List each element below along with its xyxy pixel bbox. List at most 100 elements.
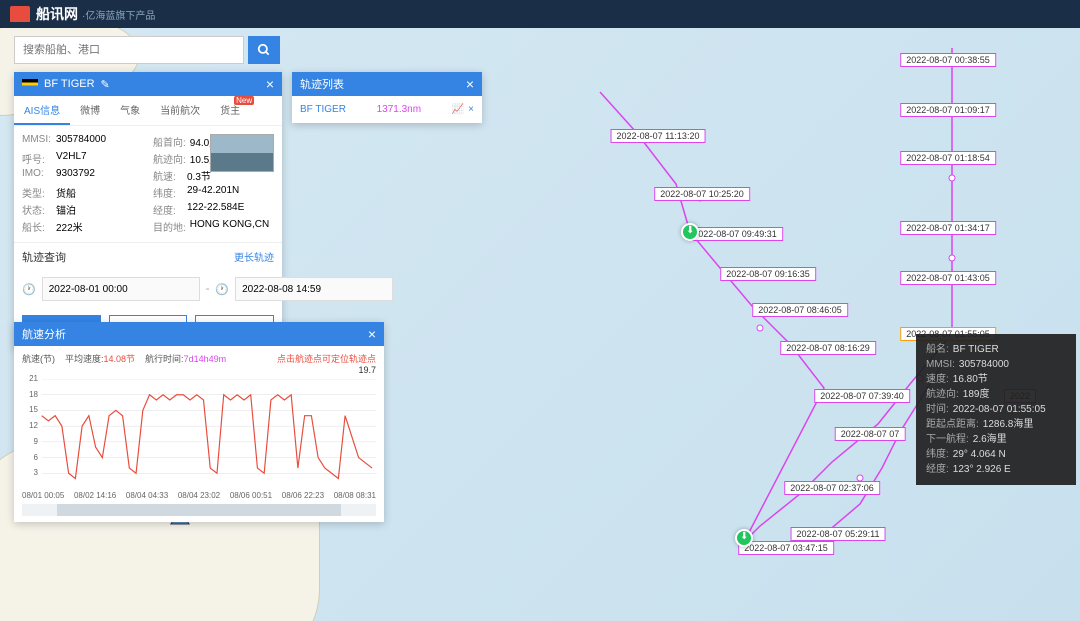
timestamp-label[interactable]: 2022-08-07 01:09:17 <box>900 103 996 117</box>
k: MMSI: <box>926 357 955 372</box>
timestamp-label[interactable]: 2022-08-07 00:38:55 <box>900 53 996 67</box>
edit-icon[interactable]: ✎ <box>101 78 110 91</box>
timestamp-label[interactable]: 2022-08-07 01:34:17 <box>900 221 996 235</box>
close-icon[interactable]: × <box>466 76 474 92</box>
ship-info-grid: MMSI:305784000 船首向:94.0度 呼号:V2HL7 航迹向:10… <box>14 126 282 242</box>
timestamp-label[interactable]: 2022-08-07 08:16:29 <box>780 341 876 355</box>
lbl: 船首向: <box>153 134 186 149</box>
val: 0.3节 <box>187 168 211 183</box>
close-icon[interactable]: × <box>266 76 274 92</box>
lbl: 航迹向: <box>153 151 186 166</box>
topbar: 船讯网 ·亿海蓝旗下产品 <box>0 0 1080 28</box>
tracklist-row[interactable]: BF TIGER 1371.3nm 📈 × <box>300 104 474 115</box>
tracklist-panel: 轨迹列表 × BF TIGER 1371.3nm 📈 × <box>292 72 482 123</box>
speed-chart[interactable]: 21181512963 <box>22 379 376 489</box>
val: 锚泊 <box>56 202 76 217</box>
search-input[interactable] <box>14 36 244 64</box>
logo-icon <box>10 6 30 22</box>
clock-icon: 🕐 <box>22 283 36 296</box>
tab-1[interactable]: 微博 <box>70 96 110 125</box>
chart-icon[interactable]: 📈 <box>452 104 464 115</box>
val: HONG KONG,CN <box>190 219 269 234</box>
timestamp-label[interactable]: 2022-08-07 02:37:06 <box>784 481 880 495</box>
speed-header: 航速分析 × <box>14 322 384 346</box>
v: BF TIGER <box>953 342 999 357</box>
timestamp-label[interactable]: 2022-08-07 07 <box>835 427 906 441</box>
brand: 船讯网 <box>36 4 78 24</box>
tracklist-header: 轨迹列表 × <box>292 72 482 96</box>
peak-label: 19.7 <box>22 365 376 375</box>
lbl: 呼号: <box>22 151 52 166</box>
tab-0[interactable]: AIS信息 <box>14 96 70 125</box>
v: 123° 2.926 E <box>953 462 1011 477</box>
date-from-input[interactable] <box>42 277 200 301</box>
chart-tip: 点击航迹点可定位轨迹点 <box>277 352 376 365</box>
val: 122-22.584E <box>187 202 244 217</box>
lbl: 类型: <box>22 185 52 200</box>
val: 9303792 <box>56 168 95 183</box>
avg-lbl: 平均速度: <box>65 354 104 364</box>
timestamp-label[interactable]: 2022-08-07 08:46:05 <box>752 303 848 317</box>
clock-icon: 🕐 <box>215 283 229 296</box>
k: 航迹向: <box>926 387 959 402</box>
position-marker-icon[interactable] <box>681 223 699 241</box>
close-icon[interactable]: × <box>368 326 376 342</box>
ship-info-panel: BF TIGER ✎ × AIS信息微博气象当前航次货主New MMSI: 305… <box>14 72 282 349</box>
v: 305784000 <box>959 357 1009 372</box>
timestamp-label[interactable]: 2022-08-07 09:49:31 <box>687 227 783 241</box>
y-axis-label: 航速(节) <box>22 352 55 365</box>
lbl: 纬度: <box>153 185 183 200</box>
ship-name: BF TIGER <box>44 78 95 90</box>
timestamp-label[interactable]: 2022-08-07 01:43:05 <box>900 271 996 285</box>
position-marker-icon[interactable] <box>735 529 753 547</box>
search-row <box>14 36 280 64</box>
val: 222米 <box>56 219 83 234</box>
timestamp-label[interactable]: 2022-08-07 10:25:20 <box>654 187 750 201</box>
ship-tabs: AIS信息微博气象当前航次货主New <box>14 96 282 126</box>
val: 29-42.201N <box>187 185 239 200</box>
k: 距起点距离: <box>926 417 979 432</box>
speed-panel: 航速分析 × 航速(节) 平均速度:14.08节 航行时间:7d14h49m 点… <box>14 322 384 522</box>
search-button[interactable] <box>248 36 280 64</box>
ship-photo[interactable] <box>210 134 274 172</box>
k: 船名: <box>926 342 949 357</box>
k: 时间: <box>926 402 949 417</box>
k: 纬度: <box>926 447 949 462</box>
k: 经度: <box>926 462 949 477</box>
timestamp-label[interactable]: 2022-08-07 05:29:11 <box>791 527 886 541</box>
tab-2[interactable]: 气象 <box>110 96 150 125</box>
val: 305784000 <box>56 134 106 149</box>
tracklist-name: BF TIGER <box>300 104 346 115</box>
val: 货船 <box>56 185 76 200</box>
v: 16.80节 <box>953 372 988 387</box>
tracklist-title: 轨迹列表 <box>300 76 344 92</box>
v: 2.6海里 <box>973 432 1007 447</box>
timestamp-label[interactable]: 2022-08-07 01:18:54 <box>900 151 996 165</box>
lbl: 目的地: <box>153 219 186 234</box>
lbl: 状态: <box>22 202 52 217</box>
close-icon[interactable]: × <box>468 104 474 115</box>
timestamp-label[interactable]: 2022-08-07 07:39:40 <box>814 389 910 403</box>
more-track-link[interactable]: 更长轨迹 <box>234 249 274 265</box>
v: 2022-08-07 01:55:05 <box>953 402 1046 417</box>
speed-title: 航速分析 <box>22 326 66 342</box>
ship-panel-header: BF TIGER ✎ × <box>14 72 282 96</box>
x-axis: 08/01 00:0508/02 14:1608/04 04:3308/04 2… <box>22 491 376 500</box>
tracklist-dist: 1371.3nm <box>377 104 421 115</box>
v: 189度 <box>963 387 990 402</box>
v: 1286.8海里 <box>983 417 1034 432</box>
lbl: MMSI: <box>22 134 52 149</box>
dur-val: 7d14h49m <box>184 354 227 364</box>
ship-tooltip: 船名:BF TIGER MMSI:305784000 速度:16.80节 航迹向… <box>916 334 1076 485</box>
timestamp-label[interactable]: 2022-08-07 09:16:35 <box>720 267 816 281</box>
flag-icon <box>22 79 38 89</box>
tab-3[interactable]: 当前航次 <box>150 96 210 125</box>
lbl: 船长: <box>22 219 52 234</box>
timestamp-label[interactable]: 2022-08-07 03:47:15 <box>738 541 834 555</box>
lbl: 航速: <box>153 168 183 183</box>
avg-val: 14.08节 <box>104 354 136 364</box>
timestamp-label[interactable]: 2022-08-07 11:13:20 <box>611 129 706 143</box>
date-to-input[interactable] <box>235 277 393 301</box>
tab-4[interactable]: 货主New <box>210 96 250 125</box>
range-selector[interactable] <box>22 504 376 516</box>
